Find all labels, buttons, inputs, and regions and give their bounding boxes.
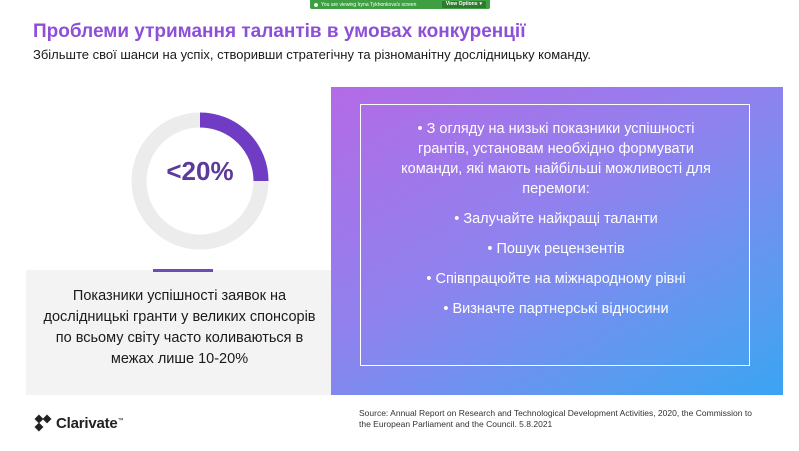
list-item: • З огляду на низькі показники успішност…	[401, 121, 711, 197]
stat-divider	[153, 269, 213, 272]
recommendations-list: • З огляду на низькі показники успішност…	[361, 119, 751, 329]
view-options-label: View Options	[445, 1, 478, 7]
list-item: • Залучайте найкращі таланти	[454, 211, 658, 227]
slide-subtitle: Збільште свої шанси на успіх, створивши …	[33, 47, 591, 62]
logo-wordmark: Clarivate	[56, 414, 118, 432]
clarivate-logo: Clarivate™	[34, 414, 124, 432]
clarivate-logo-icon	[34, 414, 52, 432]
recommendations-panel: • З огляду на низькі показники успішност…	[331, 87, 783, 395]
stat-value: <20%	[166, 156, 234, 186]
share-status-icon	[314, 2, 318, 7]
list-item: • Співпрацюйте на міжнародному рівні	[426, 271, 686, 287]
recommendations-box: • З огляду на низькі показники успішност…	[360, 104, 750, 366]
stat-panel: <20% Показники успішності заявок на досл…	[26, 94, 333, 395]
share-status: You are viewing Iryna Tykhonkova's scree…	[314, 2, 416, 8]
donut-arc	[131, 112, 269, 250]
list-item: • Визначте партнерські відносини	[443, 301, 669, 317]
slide-title: Проблеми утримання талантів в умовах кон…	[33, 21, 526, 42]
list-item: • Пошук рецензентів	[487, 241, 625, 257]
screen-share-bar: You are viewing Iryna Tykhonkova's scree…	[310, 0, 490, 9]
intro-text: З огляду на низькі показники успішності …	[401, 121, 711, 197]
bullet-text: Пошук рецензентів	[496, 241, 625, 257]
chevron-down-icon: ▾	[479, 1, 482, 7]
success-rate-donut	[131, 112, 269, 250]
bullet-text: Залучайте найкращі таланти	[463, 211, 658, 227]
view-options-button[interactable]: View Options ▾	[441, 1, 486, 8]
logo-trademark: ™	[117, 417, 124, 424]
bullet-text: Визначте партнерські відносини	[452, 301, 669, 317]
viewing-text: You are viewing Iryna Tykhonkova's scree…	[321, 1, 417, 8]
bullet-text: Співпрацюйте на міжнародному рівні	[435, 271, 686, 287]
stat-description: Показники успішності заявок на дослідниц…	[43, 288, 316, 367]
logo-text: Clarivate™	[56, 414, 124, 432]
source-citation: Source: Annual Report on Research and Te…	[359, 408, 752, 429]
